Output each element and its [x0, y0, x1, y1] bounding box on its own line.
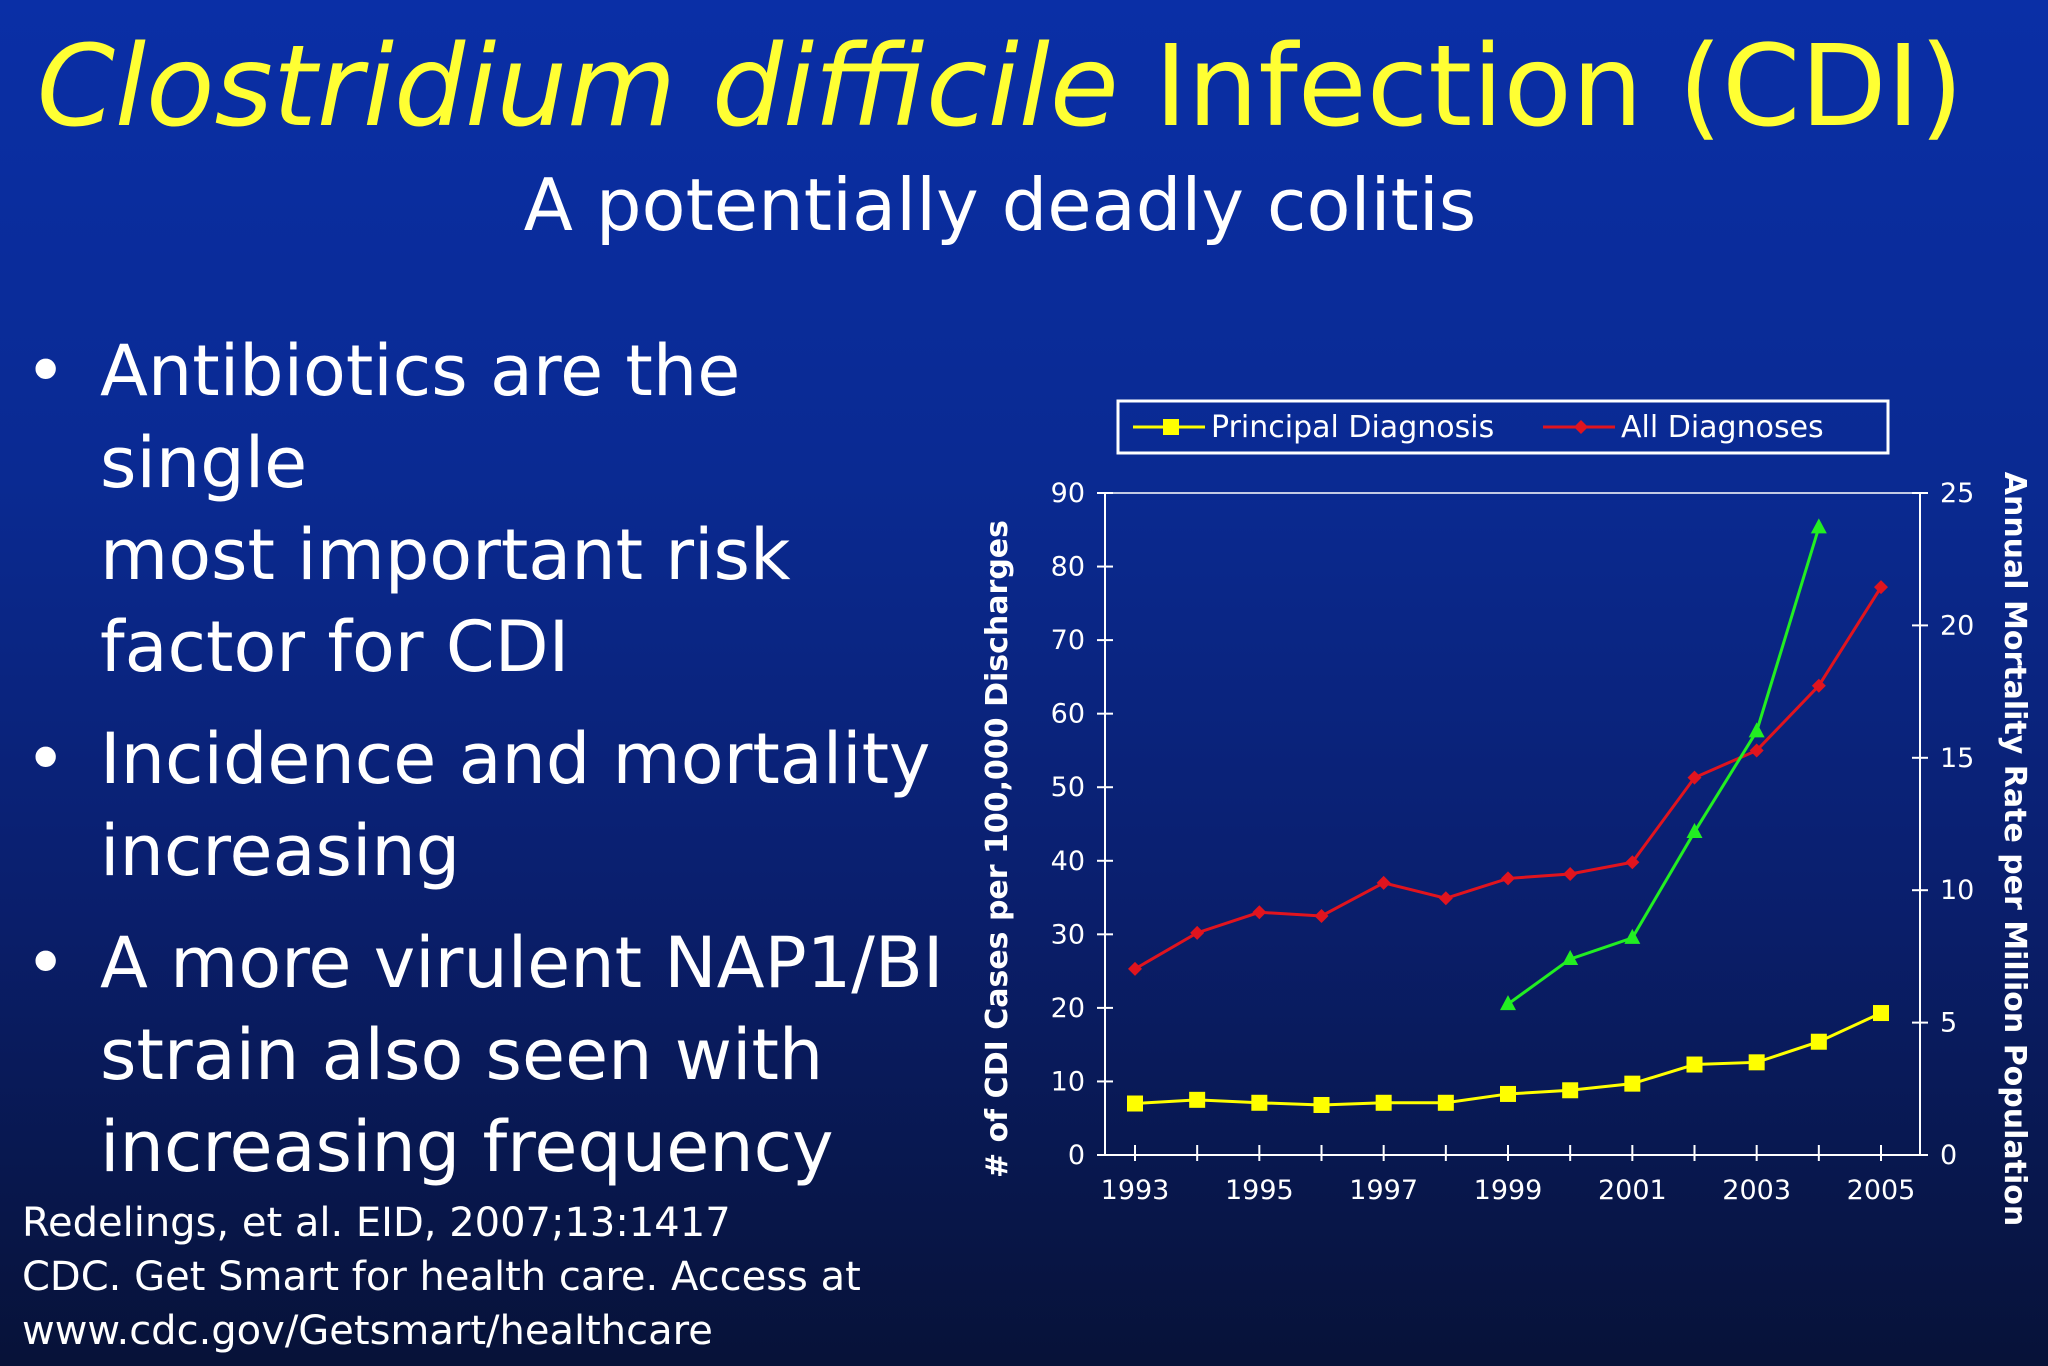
reference-line: Redelings, et al. EID, 2007;13:1417: [22, 1200, 731, 1246]
data-point: [1810, 1033, 1827, 1050]
data-point: [1313, 1096, 1330, 1113]
data-point: [1748, 722, 1765, 738]
data-point: [1873, 1005, 1889, 1022]
title-rest: Infection (CDI): [1118, 22, 1964, 152]
bullet-dot: •: [25, 718, 67, 800]
bullet-line: strain also seen with: [100, 1014, 824, 1096]
y-tick-label: 80: [1051, 552, 1085, 583]
data-point: [1686, 1056, 1703, 1073]
bullet-item: • A more virulent NAP1/BI strain also se…: [25, 917, 965, 1193]
data-point: [1563, 867, 1578, 882]
bullet-line: factor for CDI: [100, 606, 570, 688]
x-tick-label: 1993: [1101, 1175, 1170, 1206]
data-point: [1375, 1094, 1392, 1111]
data-point: [1687, 770, 1702, 785]
y-tick-label: 40: [1051, 846, 1085, 877]
bullet-line: increasing: [100, 810, 461, 892]
data-point: [1748, 1054, 1765, 1071]
bullet-line: most important risk: [100, 514, 791, 596]
series-line-1: [1134, 586, 1883, 971]
y-axis-title: # of CDI Cases per 100,000 Discharges: [980, 520, 1015, 1178]
title-italic: Clostridium difficile: [36, 22, 1119, 152]
legend-box: [1116, 399, 1890, 455]
data-point: [1749, 743, 1764, 758]
bullet-item: • Incidence and mortality increasing: [25, 713, 965, 897]
data-point: [1500, 995, 1516, 1011]
data-point: [1437, 1094, 1454, 1111]
data-point: [1624, 1075, 1641, 1092]
y-tick-label: 10: [1051, 1066, 1085, 1097]
y2-tick-label: 15: [1940, 743, 1974, 774]
data-point: [1252, 905, 1267, 920]
bullet-dot: •: [25, 922, 67, 1004]
data-point: [1501, 871, 1515, 886]
y2-tick-label: 20: [1940, 610, 1974, 641]
data-point: [1438, 891, 1453, 906]
data-point: [1810, 518, 1827, 534]
x-tick-label: 2001: [1598, 1175, 1667, 1206]
x-tick-label: 1999: [1474, 1175, 1543, 1206]
data-point: [1562, 1082, 1579, 1099]
x-tick-label: 1997: [1349, 1175, 1418, 1206]
y2-axis-title: Annual Mortality Rate per Million Popula…: [1997, 472, 2032, 1225]
data-point: [1189, 1091, 1206, 1108]
bullet-item: • Antibiotics are the single most import…: [25, 325, 965, 693]
reference-line: www.cdc.gov/Getsmart/healthcare: [22, 1308, 713, 1354]
legend-label: Principal Diagnosis: [1211, 410, 1494, 445]
reference-line: CDC. Get Smart for health care. Access a…: [22, 1254, 861, 1300]
data-point: [1811, 678, 1826, 693]
data-point: [1686, 822, 1703, 838]
bullet-line: A more virulent NAP1/BI: [100, 922, 944, 1004]
data-point: [1127, 1095, 1143, 1112]
data-point: [1128, 961, 1142, 976]
data-point: [1624, 928, 1641, 944]
data-point: [1251, 1094, 1268, 1111]
slide-title: Clostridium difficile Infection (CDI): [0, 22, 2000, 152]
data-point: [1874, 580, 1888, 595]
y-tick-label: 30: [1051, 919, 1085, 950]
x-tick-label: 1995: [1225, 1175, 1294, 1206]
cdi-line-chart: 0 10 20 30 40 50 60 70 80 90 0 5 10 15 20 25 1993 1995 199…: [980, 399, 2032, 1225]
legend-marker: [1163, 419, 1179, 435]
x-tick-label: 2005: [1847, 1175, 1916, 1206]
data-point: [1500, 1085, 1516, 1102]
y-tick-label: 20: [1051, 993, 1085, 1024]
bullet-line: Antibiotics are the single: [100, 330, 741, 504]
data-point: [1376, 875, 1391, 890]
y2-tick-label: 5: [1940, 1008, 1957, 1039]
y-tick-label: 0: [1068, 1140, 1085, 1171]
data-point: [1562, 950, 1579, 966]
x-tick-label: 2003: [1722, 1175, 1791, 1206]
references: Redelings, et al. EID, 2007;13:1417 CDC.…: [22, 1196, 861, 1358]
slide-subtitle: A potentially deadly colitis: [523, 163, 1477, 247]
data-point: [1625, 855, 1640, 870]
data-point: [1314, 908, 1329, 923]
bullet-list: • Antibiotics are the single most import…: [25, 325, 965, 1213]
series-line-2: [1507, 526, 1821, 1006]
y2-tick-label: 10: [1940, 875, 1974, 906]
bullet-line: increasing frequency: [100, 1106, 834, 1188]
y-tick-label: 50: [1051, 772, 1085, 803]
legend-marker: [1574, 420, 1588, 434]
bullet-dot: •: [25, 330, 67, 412]
bullet-line: Incidence and mortality: [100, 718, 931, 800]
y-tick-label: 60: [1051, 699, 1085, 730]
y2-tick-label: 25: [1940, 478, 1974, 509]
legend-label: All Diagnoses: [1621, 410, 1824, 445]
y-tick-label: 70: [1051, 625, 1085, 656]
y-tick-label: 90: [1051, 478, 1085, 509]
data-point: [1190, 925, 1205, 940]
y2-tick-label: 0: [1940, 1140, 1957, 1171]
